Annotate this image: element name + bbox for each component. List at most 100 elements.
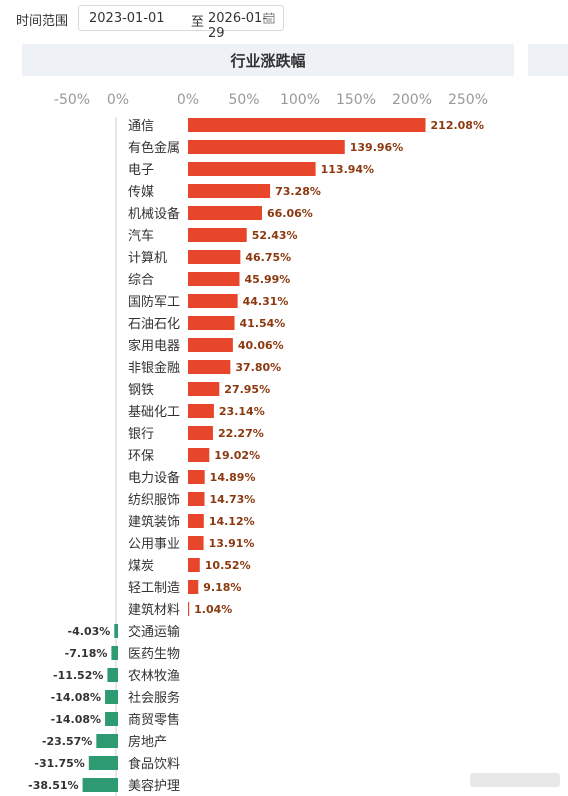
bar xyxy=(188,140,345,154)
category-label: 机械设备 xyxy=(128,206,180,222)
calendar-icon[interactable] xyxy=(263,12,275,24)
bar xyxy=(188,558,200,572)
x-tick-label-positive: 250% xyxy=(448,92,488,108)
data-label: 40.06% xyxy=(238,339,284,352)
data-label: 73.28% xyxy=(275,185,321,198)
bar-row: 汽车 52.43% xyxy=(128,228,298,244)
x-tick-label-negative: 0% xyxy=(107,92,129,108)
data-label: -11.52% xyxy=(53,669,103,682)
data-label: -38.51% xyxy=(28,779,78,792)
time-range-label: 时间范围 xyxy=(16,14,69,29)
bar xyxy=(188,294,238,308)
bar-row: 基础化工 23.14% xyxy=(128,404,265,420)
bar-row: 银行 22.27% xyxy=(128,426,264,442)
data-label: 1.04% xyxy=(194,603,232,616)
data-label: 44.31% xyxy=(243,295,289,308)
bar-row: 钢铁 27.95% xyxy=(128,382,270,398)
data-label: 46.75% xyxy=(245,251,291,264)
data-label: 10.52% xyxy=(205,559,251,572)
category-label: 轻工制造 xyxy=(128,581,180,596)
bar-row: 建筑装饰 14.12% xyxy=(128,514,255,530)
bar-row: 商贸零售 -14.08% xyxy=(51,712,180,728)
bar xyxy=(188,448,210,462)
bar xyxy=(105,690,118,704)
category-label: 电力设备 xyxy=(128,470,180,486)
bar-row: 交通运输 -4.03% xyxy=(68,624,180,640)
data-label: 41.54% xyxy=(240,317,286,330)
bar-row: 社会服务 -14.08% xyxy=(51,690,180,706)
bar xyxy=(188,426,213,440)
bar xyxy=(188,470,205,484)
data-label: 14.73% xyxy=(209,493,255,506)
category-label: 非银金融 xyxy=(128,360,180,376)
category-label: 综合 xyxy=(128,273,154,288)
bar-row: 医药生物 -7.18% xyxy=(65,646,180,662)
data-label: 22.27% xyxy=(218,427,264,440)
bar xyxy=(105,712,118,726)
data-label: 37.80% xyxy=(235,361,281,374)
data-label: 23.14% xyxy=(219,405,265,418)
bar-row: 轻工制造 9.18% xyxy=(128,580,241,596)
bar-row: 石油石化 41.54% xyxy=(128,316,285,332)
data-label: -4.03% xyxy=(68,625,111,638)
watermark xyxy=(470,773,560,787)
data-label: 13.91% xyxy=(209,537,255,550)
category-label: 医药生物 xyxy=(128,647,180,662)
bar xyxy=(188,184,271,198)
data-label: -23.57% xyxy=(42,735,92,748)
bar-row: 煤炭 10.52% xyxy=(128,558,251,574)
data-label: -7.18% xyxy=(65,647,108,660)
data-label: 66.06% xyxy=(267,207,313,220)
x-tick-label-positive: 100% xyxy=(280,92,320,108)
bar-row: 机械设备 66.06% xyxy=(128,206,313,222)
bar xyxy=(188,514,204,528)
data-label: 27.95% xyxy=(224,383,270,396)
bar xyxy=(188,118,426,132)
category-label: 石油石化 xyxy=(128,317,180,332)
x-tick-label-negative: -50% xyxy=(54,92,90,108)
x-tick-label-positive: 50% xyxy=(228,92,259,108)
category-label: 计算机 xyxy=(128,251,167,266)
data-label: 19.02% xyxy=(214,449,260,462)
bar-row: 公用事业 13.91% xyxy=(128,536,254,552)
bar xyxy=(188,536,204,550)
bar xyxy=(82,778,118,792)
category-label: 煤炭 xyxy=(128,559,154,574)
category-label: 建筑装饰 xyxy=(128,514,180,530)
data-label: 113.94% xyxy=(321,163,374,176)
bar xyxy=(188,360,231,374)
data-label: 14.12% xyxy=(209,515,255,528)
bar-row: 建筑材料 1.04% xyxy=(128,602,232,618)
start-date-input[interactable]: 2023-01-01 xyxy=(89,11,165,26)
end-date-input[interactable]: 2026-01-29 xyxy=(208,11,268,41)
bar xyxy=(188,228,247,242)
category-label: 社会服务 xyxy=(128,690,180,706)
category-label: 商贸零售 xyxy=(128,712,180,728)
bar xyxy=(188,250,241,264)
bar xyxy=(188,602,190,616)
bar xyxy=(188,382,220,396)
bar xyxy=(188,338,233,352)
category-label: 农林牧渔 xyxy=(128,669,180,684)
data-label: -14.08% xyxy=(51,713,101,726)
bar-row: 传媒 73.28% xyxy=(128,184,321,200)
bar-row: 家用电器 40.06% xyxy=(128,338,284,354)
bar-row: 电子 113.94% xyxy=(128,162,374,178)
data-label: 212.08% xyxy=(431,119,484,132)
bar-row: 纺织服饰 14.73% xyxy=(128,492,255,508)
data-label: 139.96% xyxy=(350,141,403,154)
data-label: -31.75% xyxy=(34,757,84,770)
category-label: 电子 xyxy=(128,163,154,178)
date-range-picker[interactable]: 2023-01-01 至 2026-01-29 xyxy=(78,5,284,41)
category-label: 家用电器 xyxy=(128,338,180,354)
bar xyxy=(188,272,240,286)
x-tick-label-positive: 200% xyxy=(392,92,432,108)
data-label: 52.43% xyxy=(252,229,298,242)
data-label: 14.89% xyxy=(210,471,256,484)
bar xyxy=(96,734,118,748)
bar-row: 美容护理 -38.51% xyxy=(28,778,180,794)
x-tick-label-positive: 150% xyxy=(336,92,376,108)
bar-row: 国防军工 44.31% xyxy=(128,294,288,310)
bar-row: 农林牧渔 -11.52% xyxy=(53,668,180,684)
date-separator: 至 xyxy=(191,15,205,30)
